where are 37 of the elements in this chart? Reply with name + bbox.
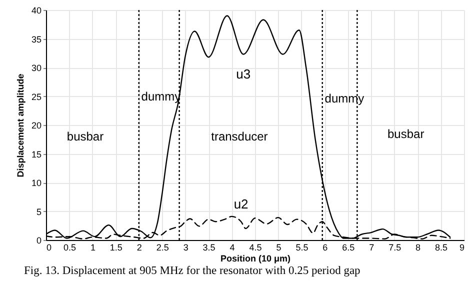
x-tick-label: 4	[230, 242, 235, 252]
annotation: dummy	[324, 92, 364, 106]
x-tick-label: 2.5	[156, 242, 169, 252]
x-tick-label: 4.5	[249, 242, 262, 252]
x-tick-label: 8.5	[435, 242, 448, 252]
y-tick-label: 35	[31, 34, 42, 44]
x-tick-label: 0.5	[63, 242, 76, 252]
x-tick-label: 1	[90, 242, 96, 252]
caption: Fig. 13. Displacement at 905 MHz for the resonator with 0.25 period gap	[24, 265, 361, 277]
y-tick-label: 15	[31, 149, 42, 160]
y-tick-label: 25	[31, 92, 42, 102]
x-tick-label: 2	[136, 242, 142, 252]
y-tick-label: 30	[31, 63, 42, 73]
x-tick-label: 1.5	[110, 242, 122, 252]
x-tick-label: 7	[369, 242, 374, 252]
annotation: busbar	[388, 127, 424, 142]
y-axis-title: Displacement amplitude	[15, 74, 26, 178]
annotation: transducer	[211, 130, 268, 144]
y-tick-label: 0	[36, 236, 42, 246]
y-tick-label: 10	[31, 178, 42, 188]
x-tick-label: 7.5	[388, 242, 402, 252]
annotation: busbar	[66, 130, 104, 144]
x-tick-label: 5.5	[296, 242, 308, 252]
x-tick-label: 6	[322, 242, 328, 252]
x-tick-label: 3.5	[202, 242, 216, 252]
x-tick-label: 8	[416, 242, 421, 252]
y-tick-label: 5	[36, 206, 42, 217]
x-axis-title: Position (10 μm)	[220, 254, 291, 264]
x-tick-label: 3	[183, 242, 188, 252]
series-label: u3	[236, 66, 251, 82]
x-tick-label: 0	[46, 242, 52, 252]
y-tick-label: 20	[31, 120, 42, 130]
x-tick-label: 5	[276, 242, 282, 252]
series-label: u2	[234, 196, 248, 212]
x-tick-label: 9	[459, 242, 464, 252]
x-tick-label: 6.5	[342, 242, 355, 252]
y-tick-label: 40	[31, 6, 42, 16]
